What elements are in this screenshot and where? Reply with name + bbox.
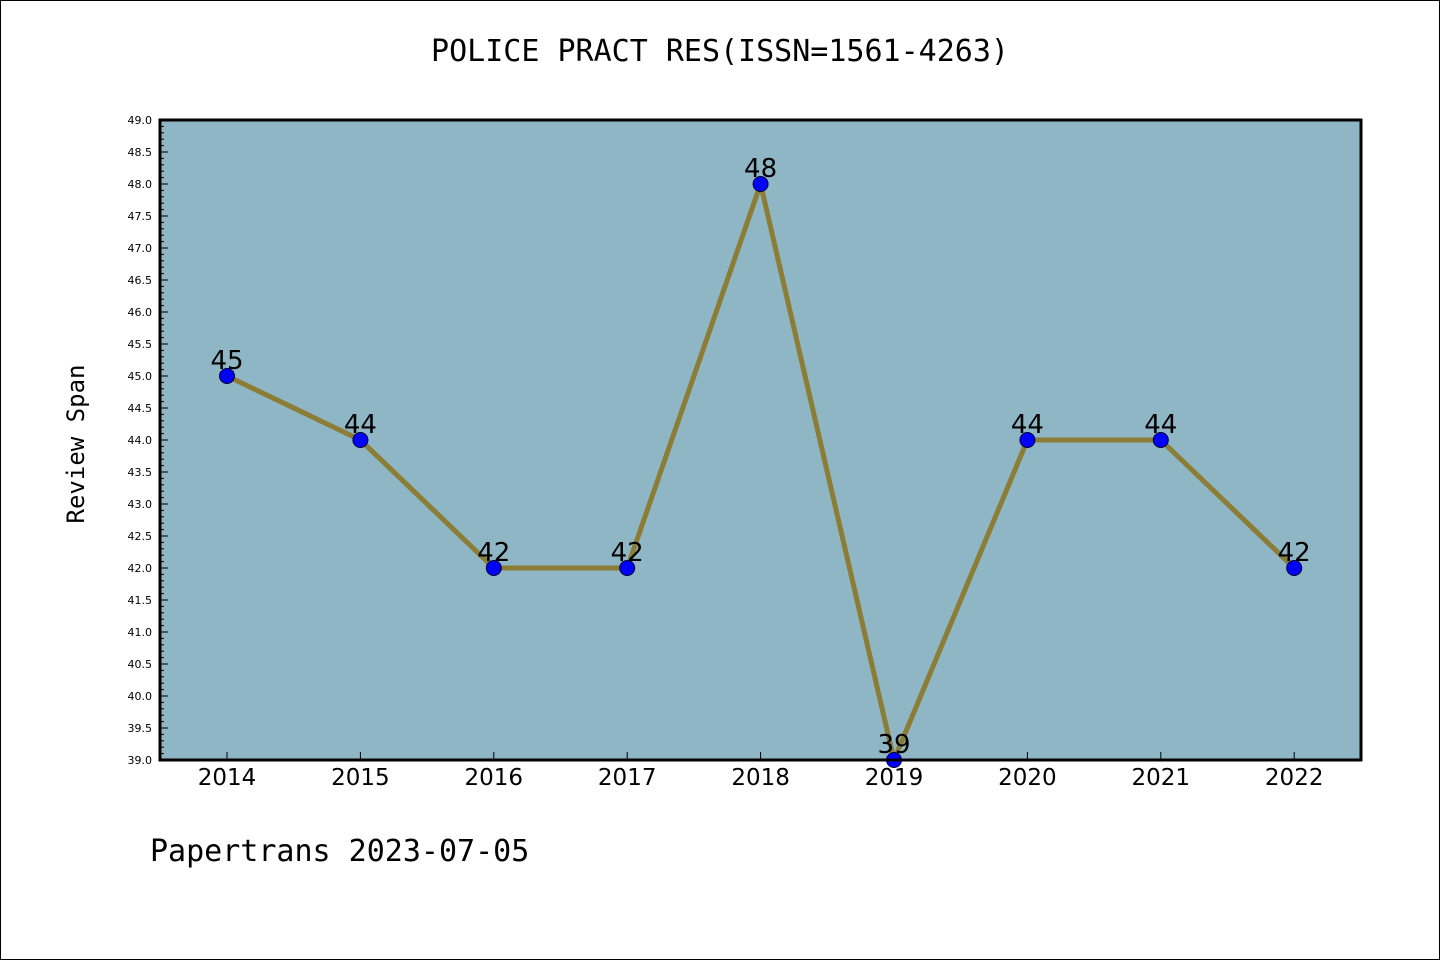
data-label: 48 <box>744 154 777 184</box>
data-point <box>752 176 769 192</box>
y-tick-label: 45.0 <box>128 370 153 383</box>
x-axis: 2014 2015 2016 2017 2018 2019 2020 2021 2022 <box>198 752 1324 791</box>
y-tick-label: 40.0 <box>128 690 153 703</box>
y-tick-label: 47.5 <box>128 210 153 223</box>
y-tick-label: 39.5 <box>128 722 153 735</box>
y-tick-label: 44.5 <box>128 402 153 415</box>
x-tick-label: 2020 <box>998 765 1057 791</box>
y-tick-label: 46.5 <box>128 274 153 287</box>
data-point <box>485 560 502 576</box>
footer-text: Papertrans 2023-07-05 <box>150 834 530 869</box>
series-group: 45 44 42 42 48 39 44 44 42 <box>210 154 1311 768</box>
y-axis: 39.0 39.5 40.0 40.5 41.0 41.5 42.0 42.5 43.0 43.5… <box>128 114 168 767</box>
x-tick-label: 2017 <box>598 765 657 791</box>
data-point <box>352 432 369 448</box>
y-tick-label: 41.5 <box>128 594 153 607</box>
data-point <box>219 368 235 384</box>
x-tick-label: 2014 <box>198 765 257 791</box>
y-tick-label: 43.5 <box>128 466 153 479</box>
y-tick-label: 49.0 <box>128 114 153 127</box>
y-tick-label: 41.0 <box>128 626 153 639</box>
y-tick-label: 45.5 <box>128 338 153 351</box>
data-point <box>1019 432 1036 448</box>
plot-area <box>160 120 1361 760</box>
x-tick-label: 2019 <box>865 765 924 791</box>
data-label: 44 <box>1011 410 1044 440</box>
x-tick-label: 2015 <box>331 765 390 791</box>
data-label: 42 <box>611 538 644 568</box>
data-point <box>1152 432 1169 448</box>
y-tick-label: 42.0 <box>128 562 153 575</box>
y-tick-label: 48.0 <box>128 178 153 191</box>
plot-border <box>158 118 1363 762</box>
x-tick-label: 2016 <box>465 765 524 791</box>
y-tick-label: 43.0 <box>128 498 153 511</box>
chart-title: POLICE PRACT RES(ISSN=1561-4263) <box>431 34 1009 69</box>
data-point <box>619 560 636 576</box>
data-label: 44 <box>344 410 377 440</box>
x-tick-label: 2021 <box>1132 765 1191 791</box>
x-tick-label: 2018 <box>731 765 790 791</box>
y-tick-label: 42.5 <box>128 530 153 543</box>
y-tick-label: 47.0 <box>128 242 153 255</box>
y-tick-label: 40.5 <box>128 658 153 671</box>
y-tick-label: 48.5 <box>128 146 153 159</box>
data-point <box>1286 560 1303 576</box>
y-tick-label: 39.0 <box>128 754 153 767</box>
data-label: 44 <box>1144 410 1177 440</box>
data-label: 42 <box>1278 538 1311 568</box>
data-label: 42 <box>477 538 510 568</box>
x-tick-label: 2022 <box>1265 765 1324 791</box>
y-tick-label: 44.0 <box>128 434 153 447</box>
data-label: 45 <box>210 346 243 376</box>
data-label: 39 <box>877 730 910 760</box>
y-tick-label: 46.0 <box>128 306 153 319</box>
